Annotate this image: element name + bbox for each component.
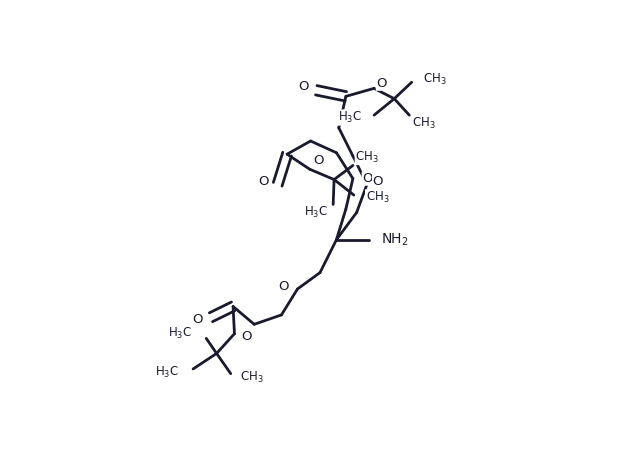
Text: O: O bbox=[314, 154, 324, 167]
Text: O: O bbox=[376, 77, 387, 90]
Text: H$_3$C: H$_3$C bbox=[168, 326, 192, 341]
Text: CH$_3$: CH$_3$ bbox=[365, 190, 389, 205]
Text: O: O bbox=[372, 175, 383, 188]
Text: CH$_3$: CH$_3$ bbox=[240, 370, 264, 385]
Text: O: O bbox=[278, 280, 289, 293]
Text: O: O bbox=[241, 329, 252, 343]
Text: O: O bbox=[299, 80, 309, 93]
Text: O: O bbox=[259, 175, 269, 188]
Text: O: O bbox=[362, 172, 373, 185]
Text: NH$_2$: NH$_2$ bbox=[381, 232, 409, 248]
Text: O: O bbox=[192, 313, 202, 326]
Text: H$_3$C: H$_3$C bbox=[338, 110, 362, 125]
Text: H$_3$C: H$_3$C bbox=[305, 205, 328, 220]
Text: H$_3$C: H$_3$C bbox=[155, 365, 179, 380]
Text: CH$_3$: CH$_3$ bbox=[424, 72, 447, 87]
Text: CH$_3$: CH$_3$ bbox=[355, 149, 379, 164]
Text: CH$_3$: CH$_3$ bbox=[412, 116, 435, 131]
